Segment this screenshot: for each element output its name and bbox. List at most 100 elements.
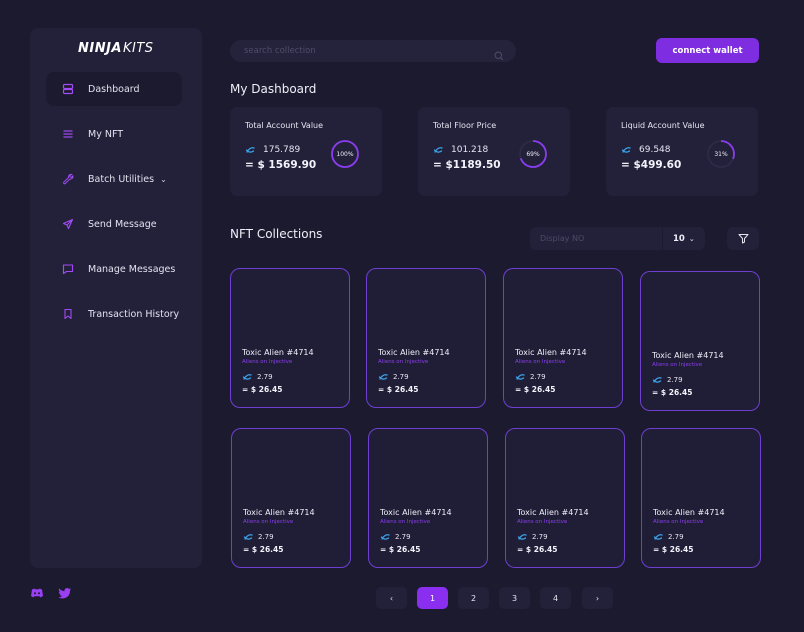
injective-icon [653,532,663,542]
stat-label: Liquid Account Value [621,121,705,130]
nft-name: Toxic Alien #4714 [517,508,589,517]
nft-usd: = $ 26.45 [378,385,419,394]
social-links [30,586,72,600]
pagination-page-3[interactable]: 3 [499,587,530,609]
nft-price: 2.79 [515,372,546,382]
sidebar-item-label: My NFT [88,128,124,140]
sidebar-item-label: Manage Messages [88,263,176,275]
progress-ring: 31% [706,139,736,169]
nft-name: Toxic Alien #4714 [243,508,315,517]
injective-icon [652,375,662,385]
nft-price: 2.79 [653,532,684,542]
progress-ring: 100% [330,139,360,169]
bookmark-icon [62,308,74,320]
nft-card[interactable]: Toxic Alien #4714 Aliens on Injective 2.79… [641,428,761,568]
pagination-page-4[interactable]: 4 [540,587,571,609]
injective-icon [621,145,631,155]
nft-collection: Aliens on Injective [517,519,568,525]
nft-name: Toxic Alien #4714 [378,348,450,357]
discord-icon[interactable] [30,586,44,600]
sidebar-item-label: Batch Utilities [88,173,155,185]
pagination-next-button[interactable]: › [582,587,613,609]
nft-price: 2.79 [242,372,273,382]
nft-name: Toxic Alien #4714 [380,508,452,517]
nft-collection: Aliens on Injective [652,362,703,368]
injective-icon [245,145,255,155]
nft-price: 2.79 [378,372,409,382]
chevron-down-icon: ⌄ [160,174,167,184]
nft-usd: = $ 26.45 [242,385,283,394]
nft-usd: = $ 26.45 [243,545,284,554]
nft-usd: = $ 26.45 [380,545,421,554]
section-title: NFT Collections [230,227,323,241]
pagination-prev-button[interactable]: ‹ [376,587,407,609]
sidebar-item-label: Transaction History [88,308,180,320]
brand-name-part1: NINJA [78,40,122,56]
nft-price: 2.79 [517,532,548,542]
nft-name: Toxic Alien #4714 [515,348,587,357]
search-bar [230,40,516,62]
nft-name: Toxic Alien #4714 [653,508,725,517]
stat-usd: = $1189.50 [433,159,501,171]
search-icon[interactable] [494,46,504,61]
nft-collection: Aliens on Injective [380,519,431,525]
nft-card[interactable]: Toxic Alien #4714 Aliens on Injective 2.79… [505,428,625,568]
injective-icon [380,532,390,542]
injective-icon [242,372,252,382]
nft-usd: = $ 26.45 [515,385,556,394]
filter-icon [738,234,748,244]
sidebar: NINJA KITS Dashboard My NFT Batch Utilit… [30,28,202,568]
nft-collection: Aliens on Injective [243,519,294,525]
injective-icon [433,145,443,155]
nft-card[interactable]: Toxic Alien #4714 Aliens on Injective 2.79… [503,268,623,408]
filter-button[interactable] [727,227,759,250]
pagination-page-1[interactable]: 1 [417,587,448,609]
stat-label: Total Account Value [245,121,324,130]
message-icon [62,263,74,275]
progress-percent: 69% [526,150,540,158]
sidebar-item-batch-utilities[interactable]: Batch Utilities ⌄ [46,162,182,196]
injective-icon [243,532,253,542]
brand-name-part2: KITS [123,40,154,56]
nft-name: Toxic Alien #4714 [652,351,724,360]
nft-usd: = $ 26.45 [652,388,693,397]
chevron-down-icon: ⌄ [688,234,695,243]
brand-logo[interactable]: NINJA KITS [78,40,154,56]
sidebar-item-my-nft[interactable]: My NFT [46,117,182,151]
stat-card-total-account-value: Total Account Value 175.789 = $ 1569.90 … [230,107,382,196]
sidebar-item-manage-messages[interactable]: Manage Messages [46,252,182,286]
wrench-icon [62,173,74,185]
nft-price: 2.79 [652,375,683,385]
injective-icon [378,372,388,382]
nft-card[interactable]: Toxic Alien #4714 Aliens on Injective 2.79… [230,268,350,408]
nft-card[interactable]: Toxic Alien #4714 Aliens on Injective 2.79… [640,271,760,411]
nft-card[interactable]: Toxic Alien #4714 Aliens on Injective 2.79… [366,268,486,408]
database-icon [62,83,74,95]
nft-price: 2.79 [243,532,274,542]
pagination-page-2[interactable]: 2 [458,587,489,609]
injective-icon [517,532,527,542]
nft-collection: Aliens on Injective [653,519,704,525]
search-input[interactable] [244,46,464,56]
nft-price: 2.79 [380,532,411,542]
connect-wallet-button[interactable]: connect wallet [656,38,759,63]
progress-percent: 31% [714,150,728,158]
twitter-icon[interactable] [58,586,72,600]
display-count-select[interactable]: Display NO 10 ⌄ [530,227,705,250]
divider [662,227,663,250]
nft-card[interactable]: Toxic Alien #4714 Aliens on Injective 2.79… [231,428,351,568]
stat-label: Total Floor Price [433,121,497,130]
injective-icon [515,372,525,382]
stat-card-total-floor-price: Total Floor Price 101.218 = $1189.50 69% [418,107,570,196]
display-input[interactable]: Display NO [540,234,585,243]
sidebar-item-transaction-history[interactable]: Transaction History [46,297,182,331]
stat-usd: = $499.60 [621,159,682,171]
sidebar-item-label: Dashboard [88,83,140,95]
nft-card[interactable]: Toxic Alien #4714 Aliens on Injective 2.79… [368,428,488,568]
display-count-value[interactable]: 10 ⌄ [673,233,695,244]
sidebar-item-send-message[interactable]: Send Message [46,207,182,241]
sidebar-item-dashboard[interactable]: Dashboard [46,72,182,106]
nft-collection: Aliens on Injective [242,359,293,365]
stat-card-liquid-account-value: Liquid Account Value 69.548 = $499.60 31… [606,107,758,196]
list-icon [62,128,74,140]
